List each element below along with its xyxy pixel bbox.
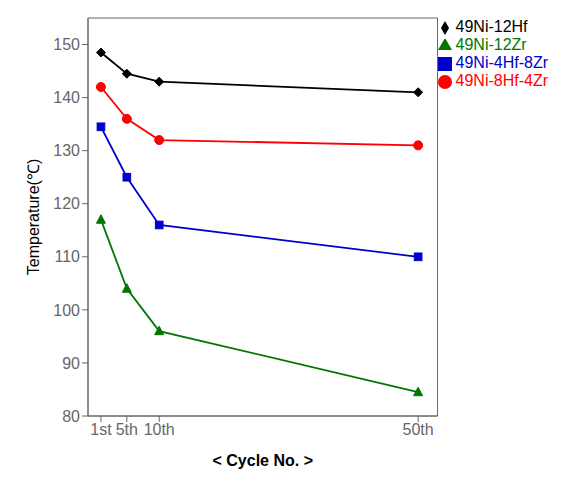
svg-text:5th: 5th [116, 421, 138, 438]
svg-text:< Cycle No. >: < Cycle No. > [213, 452, 314, 469]
html-text:49Ni-12Hf: 49Ni-12Hf [455, 18, 528, 35]
svg-text:Temperature(℃): Temperature(℃) [25, 159, 42, 275]
svg-text:90: 90 [62, 355, 80, 372]
html-text:49Ni-12Zr: 49Ni-12Zr [455, 36, 527, 53]
svg-text:130: 130 [53, 142, 80, 159]
svg-text:10th: 10th [144, 421, 175, 438]
svg-text:110: 110 [54, 248, 80, 265]
html-text:49Ni-8Hf-4Zr: 49Ni-8Hf-4Zr [455, 72, 548, 89]
svg-text:1st: 1st [90, 421, 112, 438]
svg-text:50th: 50th [403, 421, 434, 438]
svg-text:100: 100 [53, 302, 80, 319]
svg-text:80: 80 [62, 408, 80, 425]
svg-text:120: 120 [53, 195, 80, 212]
html-text:49Ni-4Hf-8Zr: 49Ni-4Hf-8Zr [455, 54, 548, 71]
svg-text:150: 150 [53, 36, 80, 53]
svg-text:140: 140 [53, 89, 80, 106]
